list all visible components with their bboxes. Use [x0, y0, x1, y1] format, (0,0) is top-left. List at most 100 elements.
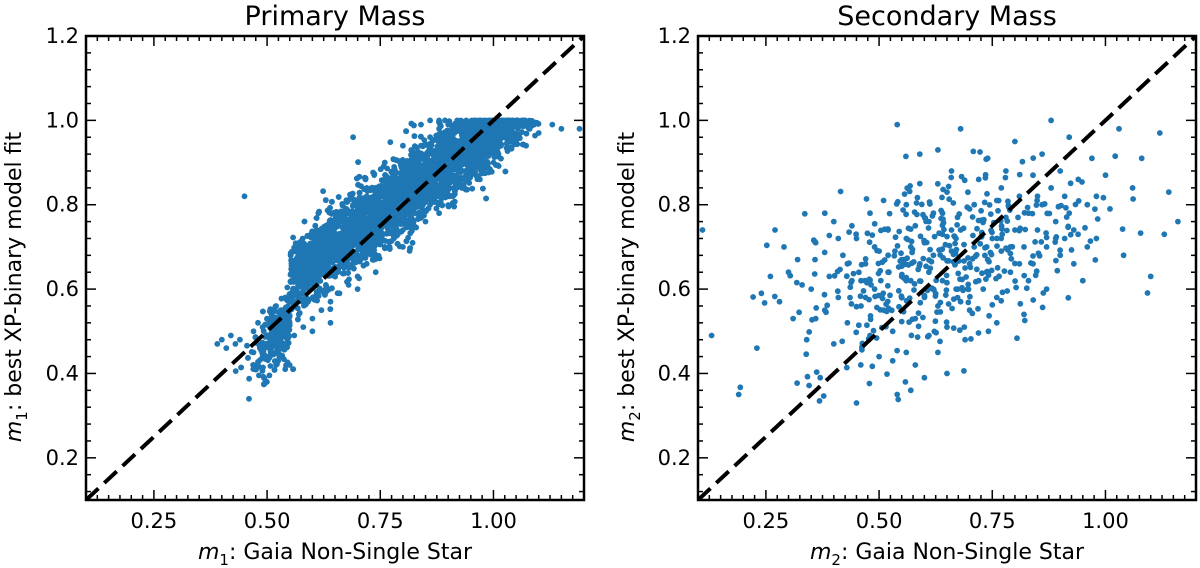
scatter-point [261, 381, 267, 388]
scatter-point [387, 230, 394, 237]
scatter-point [256, 372, 262, 379]
scatter-point [472, 169, 478, 175]
scatter-point [290, 234, 296, 241]
scatter-point [292, 240, 299, 247]
scatter-point [503, 144, 510, 151]
scatter-point [295, 316, 301, 323]
scatter-point [325, 240, 331, 247]
scatter-point [449, 200, 456, 206]
scatter-point [290, 366, 296, 373]
panel-title: Primary Mass [245, 1, 426, 32]
scatter-point [238, 364, 245, 371]
scatter-point [346, 264, 353, 271]
scatter-point [407, 245, 413, 252]
scatter-point [340, 270, 346, 277]
scatter-point [470, 127, 477, 133]
scatter-point [427, 179, 433, 186]
scatter-point [488, 168, 495, 175]
scatter-point [513, 138, 519, 145]
scatter-point [335, 194, 342, 200]
scatter-point [442, 117, 448, 124]
scatter-point [504, 132, 510, 138]
scatter-point [432, 187, 438, 194]
scatter-point [286, 333, 292, 340]
scatter-point [408, 159, 414, 166]
scatter-point [391, 225, 397, 232]
scatter-point [371, 171, 378, 177]
scatter-point [267, 346, 274, 353]
scatter-point [271, 367, 278, 373]
scatter-point [416, 202, 423, 209]
scatter-point [250, 366, 257, 372]
scatter-point [260, 364, 266, 371]
scatter-point [502, 168, 509, 175]
scatter-point [460, 132, 467, 139]
scatter-point [394, 240, 401, 247]
scatter-point [283, 313, 290, 319]
scatter-point [418, 133, 424, 140]
scatter-point [497, 136, 503, 143]
scatter-point [318, 261, 325, 268]
scatter-point [409, 203, 415, 210]
scatter-point [401, 217, 408, 224]
scatter-point [280, 356, 287, 362]
scatter-point [518, 129, 525, 136]
scatter-point [439, 182, 446, 189]
scatter-point [383, 181, 390, 188]
scatter-point [343, 225, 350, 232]
scatter-point [295, 283, 302, 289]
scatter-point [377, 166, 384, 173]
scatter-point [288, 250, 294, 257]
scatter-point [320, 251, 327, 258]
scatter-point [426, 196, 432, 203]
scatter-point [382, 172, 388, 178]
scatter-point [446, 138, 453, 145]
scatter-point [464, 138, 470, 145]
scatter-point [436, 146, 443, 153]
scatter-point [254, 361, 261, 368]
scatter-point [409, 239, 416, 246]
scatter-point [454, 184, 461, 191]
scatter-point [337, 248, 344, 255]
scatter-point [342, 205, 349, 212]
scatter-point [370, 235, 377, 242]
scatter-point [313, 257, 320, 263]
scatter-point [301, 218, 308, 225]
scatter-point [433, 205, 440, 212]
scatter-point [440, 194, 447, 201]
scatter-point [317, 278, 324, 284]
scatter-point [301, 286, 308, 292]
scatter-point [407, 230, 414, 237]
scatter-point [284, 284, 291, 291]
scatter-point [344, 199, 351, 205]
scatter-point [523, 130, 530, 137]
scatter-point [395, 220, 401, 227]
scatter-point [266, 372, 273, 379]
scatter-point [281, 345, 288, 352]
scatter-point [498, 155, 504, 162]
scatter-point [364, 200, 371, 206]
scatter-point [350, 235, 357, 242]
scatter-point [293, 247, 299, 253]
scatter-point [260, 308, 266, 315]
scatter-point [422, 141, 429, 148]
scatter-point [339, 201, 346, 207]
scatter-point [312, 222, 319, 229]
scatter-point [387, 139, 394, 146]
scatter-point [355, 181, 361, 188]
scatter-point [422, 199, 428, 206]
scatter-point [267, 363, 274, 369]
scatter-point [386, 246, 393, 252]
scatter-point [418, 214, 425, 221]
scatter-point [355, 159, 361, 166]
scatter-point [232, 368, 239, 374]
scatter-point [403, 128, 409, 135]
scatter-point [445, 203, 452, 210]
scatter-point [480, 185, 486, 192]
scatter-point [322, 197, 329, 204]
scatter-point [245, 355, 251, 361]
scatter-point [343, 247, 350, 254]
scatter-point [428, 142, 435, 149]
scatter-point [434, 133, 441, 140]
